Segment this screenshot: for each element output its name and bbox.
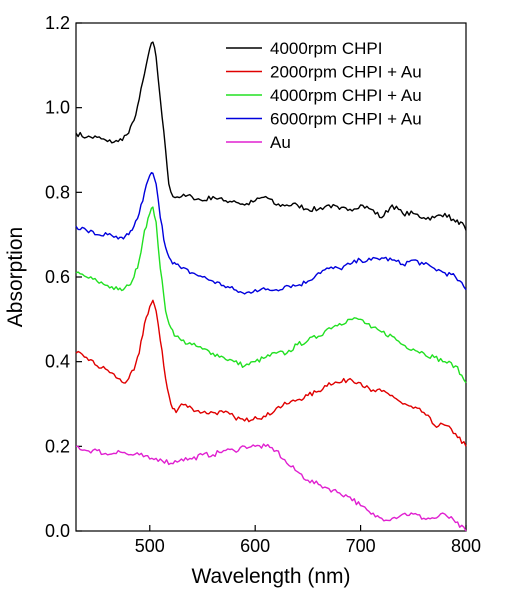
series-layer [75,41,467,532]
x-tick-label: 800 [451,536,481,556]
x-axis-title: Wavelength (nm) [191,565,350,588]
legend-label: 2000rpm CHPI + Au [270,63,422,82]
y-tick-label: 0.4 [45,352,70,372]
legend-label: 4000rpm CHPI + Au [270,86,422,105]
series-line-3 [75,206,467,384]
series-line-4 [75,172,467,295]
legend-label: 6000rpm CHPI + Au [270,110,422,129]
y-axis-title: Absorption [4,227,27,327]
series-line-5 [75,443,467,532]
y-tick-label: 1.0 [45,98,70,118]
legend: 4000rpm CHPI 2000rpm CHPI + Au 4000rpm CHP… [226,39,422,152]
y-tick-label: 1.2 [45,13,70,33]
series-line-2 [75,299,467,447]
legend-label: Au [270,133,291,152]
x-tick-label: 700 [346,536,376,556]
x-tick-label: 500 [135,536,165,556]
y-tick-label: 0.8 [45,182,70,202]
series-line-1 [75,41,467,231]
y-tick-label: 0.6 [45,267,70,287]
y-tick-label: 0.2 [45,436,70,456]
axis-ticks: 500 600 700 800 0.0 0.2 0.4 0.6 0.8 1.0 1.2 [45,13,481,556]
x-tick-label: 600 [240,536,270,556]
legend-label: 4000rpm CHPI [270,39,382,58]
y-tick-label: 0.0 [45,521,70,541]
